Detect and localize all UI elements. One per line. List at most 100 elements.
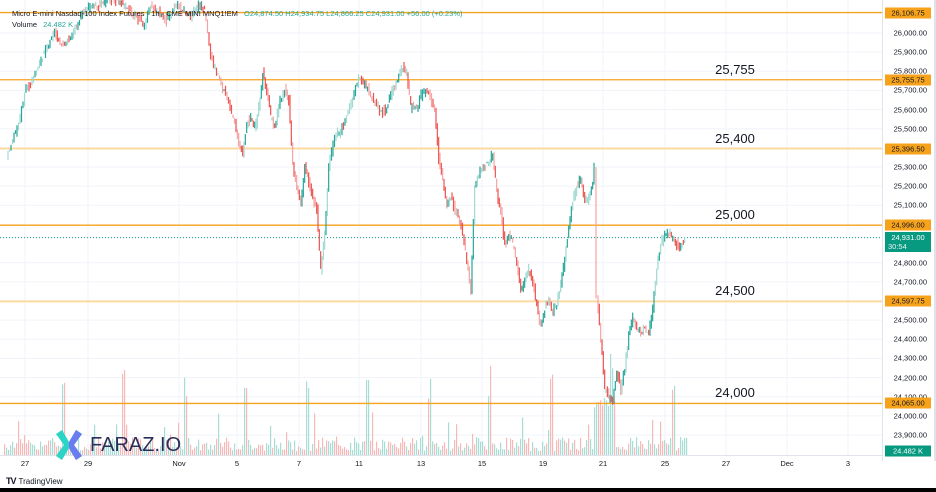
volume-bar bbox=[126, 424, 128, 455]
volume-bar bbox=[58, 445, 60, 455]
volume-bar bbox=[278, 448, 280, 455]
volume-bar bbox=[328, 441, 330, 455]
volume-bar bbox=[4, 444, 6, 455]
current-price-badge[interactable]: 24,931.00 30:54 bbox=[885, 231, 931, 252]
volume-bar bbox=[498, 449, 500, 455]
price-tick-label: 24,200.00 bbox=[893, 373, 927, 383]
volume-bar bbox=[412, 438, 414, 455]
price-chart-canvas[interactable] bbox=[0, 0, 882, 455]
level-price-badge[interactable]: 24,996.00 bbox=[885, 219, 931, 231]
volume-bar bbox=[218, 413, 220, 455]
volume-bar bbox=[148, 446, 150, 455]
volume-bar bbox=[94, 424, 96, 455]
volume-bar bbox=[528, 438, 530, 455]
volume-bar bbox=[262, 444, 264, 455]
volume-bar bbox=[488, 395, 490, 455]
volume-bar bbox=[166, 439, 168, 455]
volume-bar bbox=[168, 448, 170, 455]
volume-bar bbox=[146, 447, 148, 455]
volume-bar bbox=[494, 444, 496, 455]
volume-bar bbox=[276, 445, 278, 455]
time-tick-label: 7 bbox=[296, 459, 302, 468]
volume-bar bbox=[420, 437, 422, 455]
level-price-badge[interactable]: 25,396.50 bbox=[885, 143, 931, 155]
tradingview-brand[interactable]: TV TradingView bbox=[6, 476, 63, 486]
level-text-label: 25,755 bbox=[715, 61, 755, 77]
price-tick-label: 25,300.00 bbox=[893, 162, 927, 172]
volume-bar bbox=[92, 440, 94, 455]
volume-bar bbox=[88, 449, 90, 455]
volume-bar bbox=[266, 443, 268, 455]
volume-bar bbox=[282, 449, 284, 455]
volume-bar bbox=[662, 440, 664, 455]
volume-bar bbox=[414, 443, 416, 455]
volume-bar bbox=[638, 446, 640, 455]
tradingview-logo-icon: TV bbox=[6, 476, 16, 486]
volume-bar bbox=[322, 437, 324, 455]
volume-bar bbox=[658, 444, 660, 455]
volume-bar bbox=[310, 450, 312, 455]
volume-bar bbox=[510, 438, 512, 455]
volume-bar bbox=[620, 448, 622, 455]
bar-countdown: 30:54 bbox=[888, 241, 907, 251]
level-price-badge[interactable]: 24,597.75 bbox=[885, 295, 931, 307]
price-tick-label: 23,900.00 bbox=[893, 430, 927, 440]
volume-bar bbox=[102, 442, 104, 455]
price-tick-label: 26,000.00 bbox=[893, 28, 927, 38]
volume-bar bbox=[308, 388, 310, 455]
volume-bar bbox=[6, 447, 8, 455]
volume-bar bbox=[184, 377, 186, 455]
volume-bar bbox=[296, 450, 298, 455]
volume-bar bbox=[52, 438, 54, 455]
volume-bar bbox=[176, 447, 178, 455]
volume-bar bbox=[654, 444, 656, 455]
volume-bar bbox=[114, 441, 116, 455]
volume-bar bbox=[618, 447, 620, 455]
volume-bar bbox=[678, 447, 680, 455]
volume-bar bbox=[532, 442, 534, 455]
faraz-watermark: FARAZ.IO bbox=[52, 428, 181, 462]
volume-bar bbox=[312, 443, 314, 455]
bottom-border bbox=[0, 488, 936, 492]
volume-bar bbox=[384, 441, 386, 455]
volume-bar bbox=[602, 405, 604, 455]
volume-bar bbox=[518, 446, 520, 455]
volume-bar bbox=[614, 401, 616, 455]
volume-bar bbox=[580, 437, 582, 455]
time-tick-label: 3 bbox=[845, 459, 851, 468]
volume-bar bbox=[404, 441, 406, 455]
level-price-badge[interactable]: 24,065.00 bbox=[885, 397, 931, 409]
volume-bar bbox=[64, 382, 66, 455]
volume-bar bbox=[632, 441, 634, 455]
volume-bar bbox=[238, 448, 240, 455]
volume-bar bbox=[48, 440, 50, 455]
volume-bar bbox=[462, 450, 464, 455]
volume-bar bbox=[372, 412, 374, 455]
volume-bar bbox=[210, 444, 212, 455]
volume-bar bbox=[68, 447, 70, 455]
level-price-badge[interactable]: 26,106.75 bbox=[885, 7, 931, 19]
volume-bar bbox=[292, 449, 294, 455]
volume-bar bbox=[392, 444, 394, 455]
level-price-badge[interactable]: 25,755.75 bbox=[885, 74, 931, 86]
volume-bar bbox=[84, 446, 86, 455]
volume-bar bbox=[538, 450, 540, 455]
volume-bar bbox=[16, 443, 18, 455]
volume-bar bbox=[54, 442, 56, 455]
volume-bar bbox=[28, 440, 30, 455]
time-axis[interactable]: 27 29 Nov 5 7 11 13 15 19 21 25 27 Dec 3 bbox=[0, 455, 882, 470]
volume-bar bbox=[642, 443, 644, 455]
volume-bar bbox=[158, 450, 160, 455]
price-tick-label: 24,700.00 bbox=[893, 277, 927, 287]
volume-bar bbox=[222, 446, 224, 455]
volume-bar bbox=[540, 450, 542, 455]
price-axis[interactable]: 26,000.00 25,900.00 25,800.00 25,700.00 25,6… bbox=[882, 0, 935, 461]
volume-bar bbox=[362, 441, 364, 455]
volume-bar bbox=[274, 438, 276, 455]
volume-bar bbox=[670, 438, 672, 455]
volume-bar bbox=[450, 450, 452, 455]
price-tick-label: 25,100.00 bbox=[893, 200, 927, 210]
watermark-text: FARAZ.IO bbox=[90, 433, 182, 456]
volume-bar bbox=[206, 442, 208, 455]
